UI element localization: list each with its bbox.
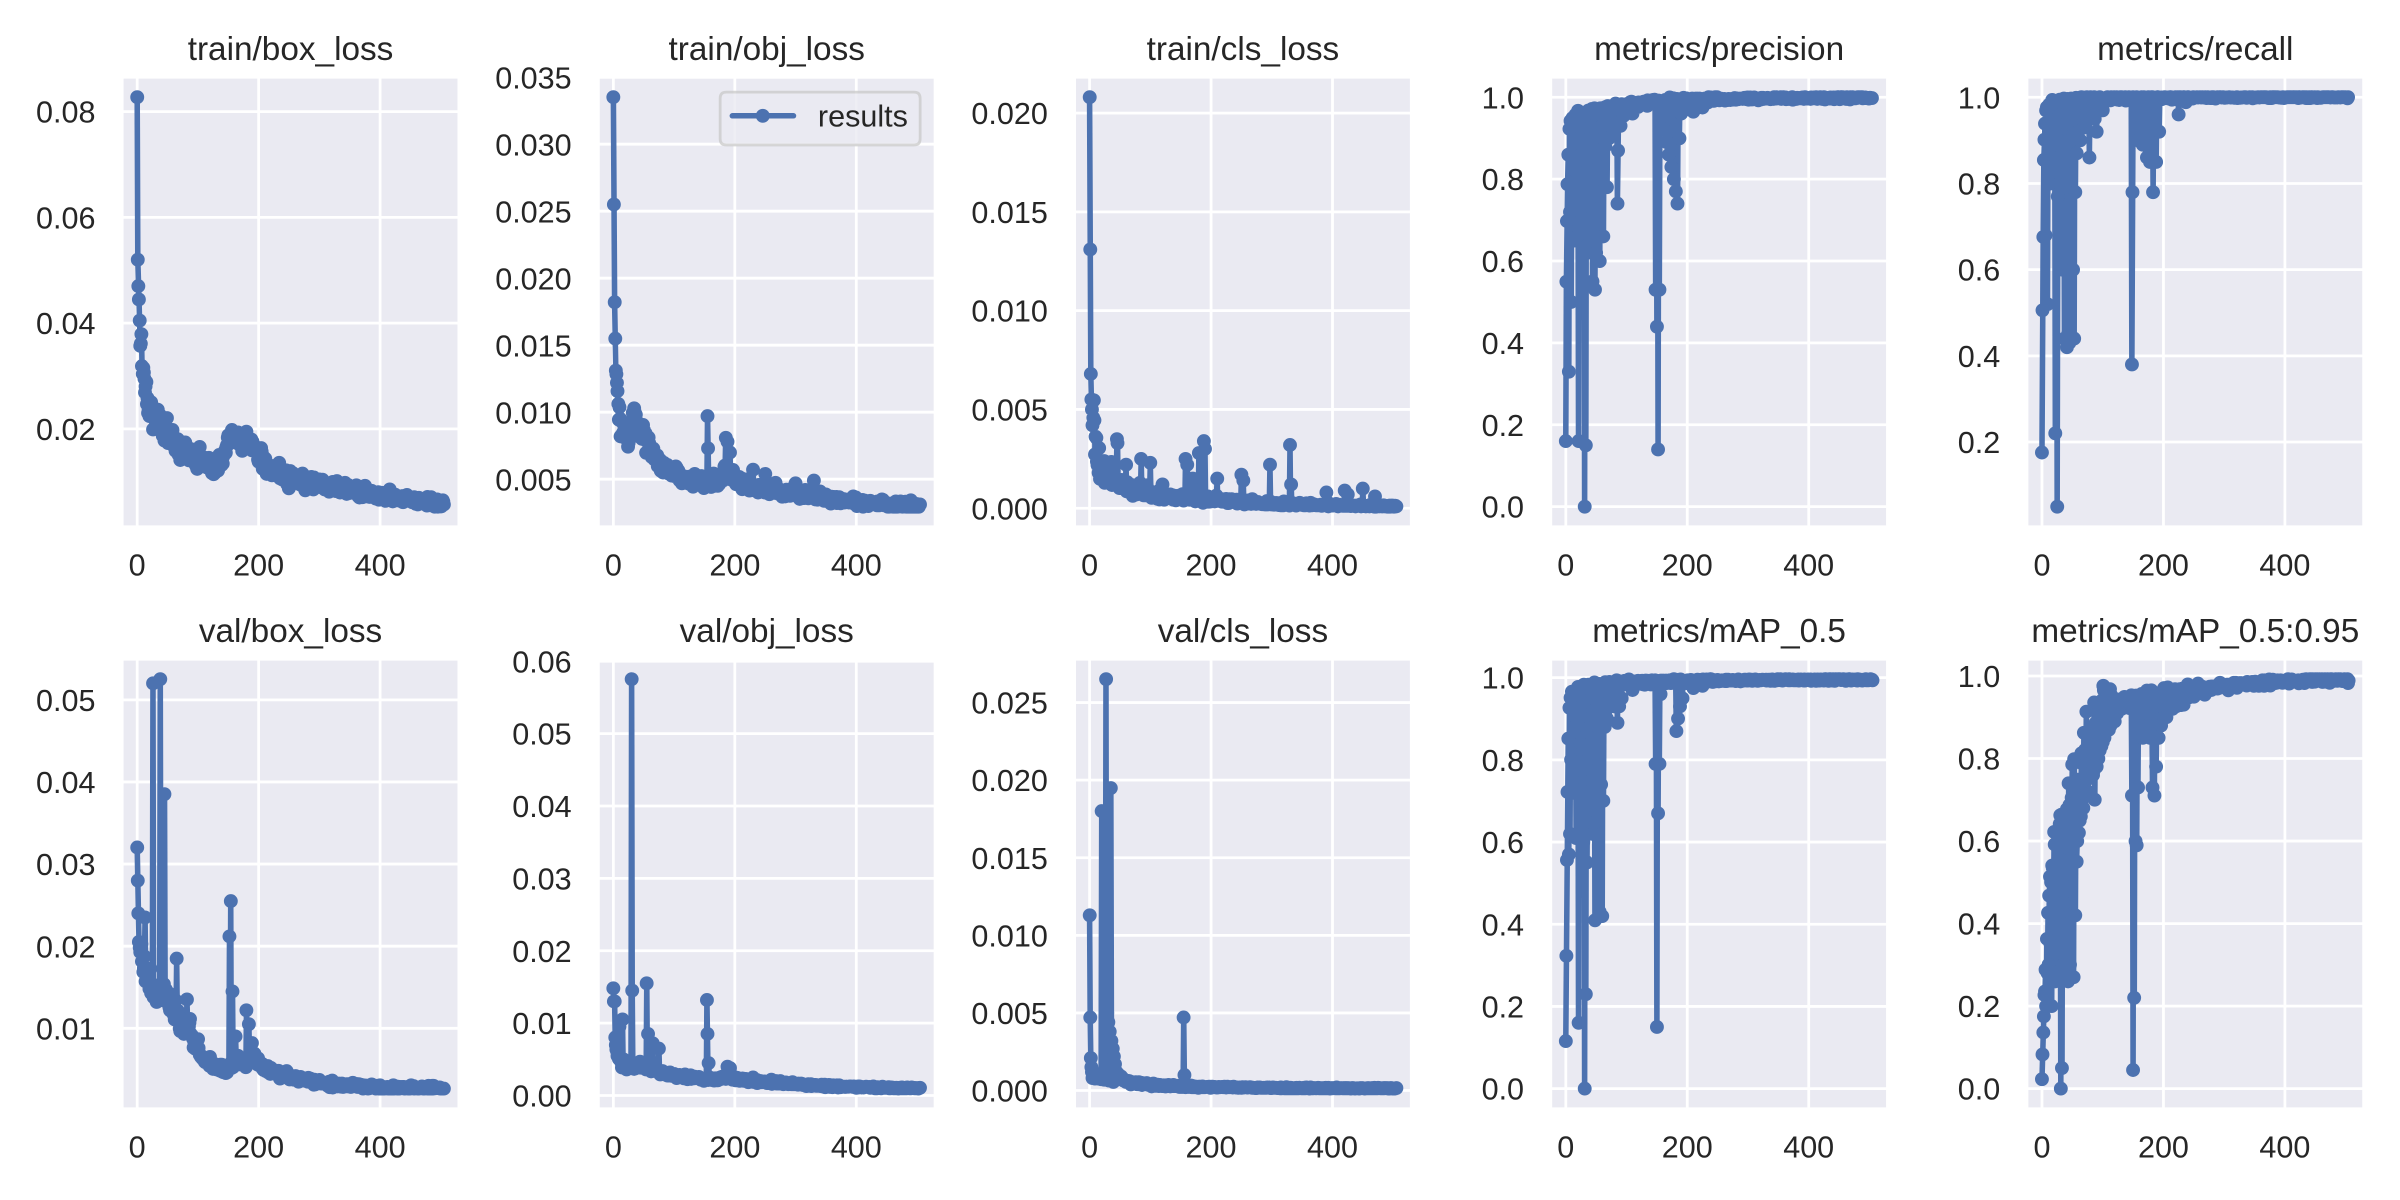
svg-text:0: 0 xyxy=(2033,549,2050,583)
svg-text:results: results xyxy=(818,99,908,133)
svg-text:val/box_loss: val/box_loss xyxy=(199,613,382,650)
svg-text:0.04: 0.04 xyxy=(512,790,571,824)
svg-text:200: 200 xyxy=(233,549,284,583)
svg-text:0.4: 0.4 xyxy=(1958,908,2000,942)
svg-text:0.005: 0.005 xyxy=(971,997,1047,1031)
svg-text:0.08: 0.08 xyxy=(36,96,95,130)
svg-text:0.005: 0.005 xyxy=(971,394,1047,428)
svg-text:1.0: 1.0 xyxy=(1482,662,1524,696)
svg-text:0.8: 0.8 xyxy=(1482,744,1524,778)
svg-text:400: 400 xyxy=(2259,1131,2310,1165)
svg-text:train/cls_loss: train/cls_loss xyxy=(1147,31,1340,68)
svg-text:0.04: 0.04 xyxy=(36,766,95,800)
svg-text:0.030: 0.030 xyxy=(495,128,571,162)
svg-text:200: 200 xyxy=(2138,1131,2189,1165)
svg-text:0.8: 0.8 xyxy=(1958,168,2000,202)
svg-text:200: 200 xyxy=(1186,549,1237,583)
svg-text:0.01: 0.01 xyxy=(512,1007,571,1041)
svg-text:200: 200 xyxy=(1662,549,1713,583)
svg-text:0.8: 0.8 xyxy=(1482,163,1524,197)
svg-text:0.4: 0.4 xyxy=(1482,908,1524,942)
svg-text:400: 400 xyxy=(1307,1131,1358,1165)
svg-text:0.02: 0.02 xyxy=(36,930,95,964)
svg-text:0.02: 0.02 xyxy=(36,413,95,447)
svg-text:val/cls_loss: val/cls_loss xyxy=(1158,613,1328,650)
svg-text:0.4: 0.4 xyxy=(1958,340,2000,374)
svg-text:0: 0 xyxy=(1081,549,1098,583)
svg-text:200: 200 xyxy=(709,549,760,583)
svg-text:0.8: 0.8 xyxy=(1958,743,2000,777)
svg-text:0: 0 xyxy=(1557,1131,1574,1165)
svg-text:0.00: 0.00 xyxy=(512,1080,571,1114)
svg-text:0.2: 0.2 xyxy=(1482,409,1524,443)
svg-text:0.06: 0.06 xyxy=(36,201,95,235)
svg-text:0.2: 0.2 xyxy=(1958,426,2000,460)
svg-text:train/obj_loss: train/obj_loss xyxy=(669,31,865,68)
svg-text:200: 200 xyxy=(2138,549,2189,583)
svg-text:0.015: 0.015 xyxy=(495,329,571,363)
svg-text:0.005: 0.005 xyxy=(495,463,571,497)
svg-text:400: 400 xyxy=(355,549,406,583)
svg-text:0.000: 0.000 xyxy=(971,1075,1047,1109)
svg-text:0.6: 0.6 xyxy=(1482,245,1524,279)
svg-text:200: 200 xyxy=(709,1131,760,1165)
svg-text:400: 400 xyxy=(1783,549,1834,583)
svg-text:400: 400 xyxy=(1307,549,1358,583)
svg-text:400: 400 xyxy=(831,1131,882,1165)
svg-text:0.020: 0.020 xyxy=(495,262,571,296)
svg-text:val/obj_loss: val/obj_loss xyxy=(680,613,854,650)
svg-text:metrics/mAP_0.5: metrics/mAP_0.5 xyxy=(1592,613,1846,650)
svg-text:0.015: 0.015 xyxy=(971,842,1047,876)
svg-text:0.020: 0.020 xyxy=(971,97,1047,131)
svg-text:0.05: 0.05 xyxy=(36,684,95,718)
svg-text:0.015: 0.015 xyxy=(971,196,1047,230)
svg-text:1.0: 1.0 xyxy=(1958,660,2000,694)
svg-text:0.010: 0.010 xyxy=(971,919,1047,953)
svg-text:0.2: 0.2 xyxy=(1482,991,1524,1025)
svg-text:0.0: 0.0 xyxy=(1958,1073,2000,1107)
svg-text:0.01: 0.01 xyxy=(36,1012,95,1046)
svg-text:0: 0 xyxy=(129,1131,146,1165)
svg-text:1.0: 1.0 xyxy=(1958,81,2000,115)
svg-text:400: 400 xyxy=(2259,549,2310,583)
svg-text:0.6: 0.6 xyxy=(1958,825,2000,859)
svg-text:0: 0 xyxy=(605,549,622,583)
svg-text:0.03: 0.03 xyxy=(36,848,95,882)
svg-text:0.035: 0.035 xyxy=(495,61,571,95)
svg-text:0.025: 0.025 xyxy=(971,687,1047,721)
svg-text:0.06: 0.06 xyxy=(512,645,571,679)
svg-text:400: 400 xyxy=(831,549,882,583)
svg-text:1.0: 1.0 xyxy=(1482,81,1524,115)
svg-text:metrics/recall: metrics/recall xyxy=(2097,31,2293,68)
svg-text:0.6: 0.6 xyxy=(1482,826,1524,860)
svg-text:400: 400 xyxy=(355,1131,406,1165)
svg-text:0.02: 0.02 xyxy=(512,935,571,969)
svg-text:0.4: 0.4 xyxy=(1482,327,1524,361)
svg-text:metrics/precision: metrics/precision xyxy=(1594,31,1844,68)
svg-text:0.03: 0.03 xyxy=(512,862,571,896)
svg-text:0.020: 0.020 xyxy=(971,764,1047,798)
svg-text:0.04: 0.04 xyxy=(36,307,95,341)
svg-text:metrics/mAP_0.5:0.95: metrics/mAP_0.5:0.95 xyxy=(2031,613,2359,650)
svg-text:0.05: 0.05 xyxy=(512,718,571,752)
svg-text:0.6: 0.6 xyxy=(1958,254,2000,288)
svg-text:0.010: 0.010 xyxy=(495,396,571,430)
svg-text:0.2: 0.2 xyxy=(1958,990,2000,1024)
svg-text:0.010: 0.010 xyxy=(971,295,1047,329)
svg-text:0.0: 0.0 xyxy=(1482,491,1524,525)
svg-text:0.025: 0.025 xyxy=(495,195,571,229)
svg-text:200: 200 xyxy=(1662,1131,1713,1165)
svg-text:train/box_loss: train/box_loss xyxy=(188,31,394,68)
svg-text:200: 200 xyxy=(1186,1131,1237,1165)
svg-text:0: 0 xyxy=(2033,1131,2050,1165)
svg-text:0.000: 0.000 xyxy=(971,492,1047,526)
svg-text:0: 0 xyxy=(1557,549,1574,583)
svg-text:0: 0 xyxy=(605,1131,622,1165)
svg-text:0.0: 0.0 xyxy=(1482,1073,1524,1107)
svg-text:400: 400 xyxy=(1783,1131,1834,1165)
svg-text:200: 200 xyxy=(233,1131,284,1165)
svg-text:0: 0 xyxy=(129,549,146,583)
svg-text:0: 0 xyxy=(1081,1131,1098,1165)
